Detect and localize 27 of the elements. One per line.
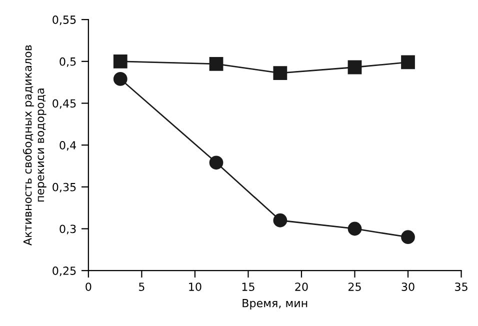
point: [209, 156, 224, 170]
point: [401, 230, 415, 244]
y-tick-label: 0,5: [60, 57, 76, 67]
x-tick-label: 0: [86, 282, 92, 291]
x-tick-label: 30: [402, 282, 414, 291]
point: [113, 54, 128, 68]
y-tick-label: 0,35: [52, 182, 76, 192]
point: [273, 213, 288, 228]
x-axis-title: Время, мин: [242, 299, 308, 310]
point: [348, 222, 362, 236]
point: [113, 72, 128, 86]
y-axis-title: Активность свободных радикалов перекиси водорода: [22, 45, 46, 246]
y-tick-label: 0,55: [52, 16, 76, 26]
point: [209, 56, 224, 71]
x-tick-label: 20: [295, 282, 308, 291]
y-tick-label: 0,3: [60, 224, 76, 234]
x-tick-label: 10: [189, 282, 202, 291]
point: [273, 66, 288, 80]
point: [401, 55, 415, 70]
y-tick-label: 0,45: [52, 99, 76, 109]
y-tick-label: 0,4: [60, 141, 76, 151]
x-tick-label: 35: [455, 282, 468, 291]
x-tick-label: 15: [242, 282, 254, 291]
point: [348, 60, 362, 74]
x-tick-label: 5: [139, 282, 144, 291]
y-tick-label: 0,25: [52, 266, 76, 276]
x-tick-label: 25: [348, 282, 361, 291]
